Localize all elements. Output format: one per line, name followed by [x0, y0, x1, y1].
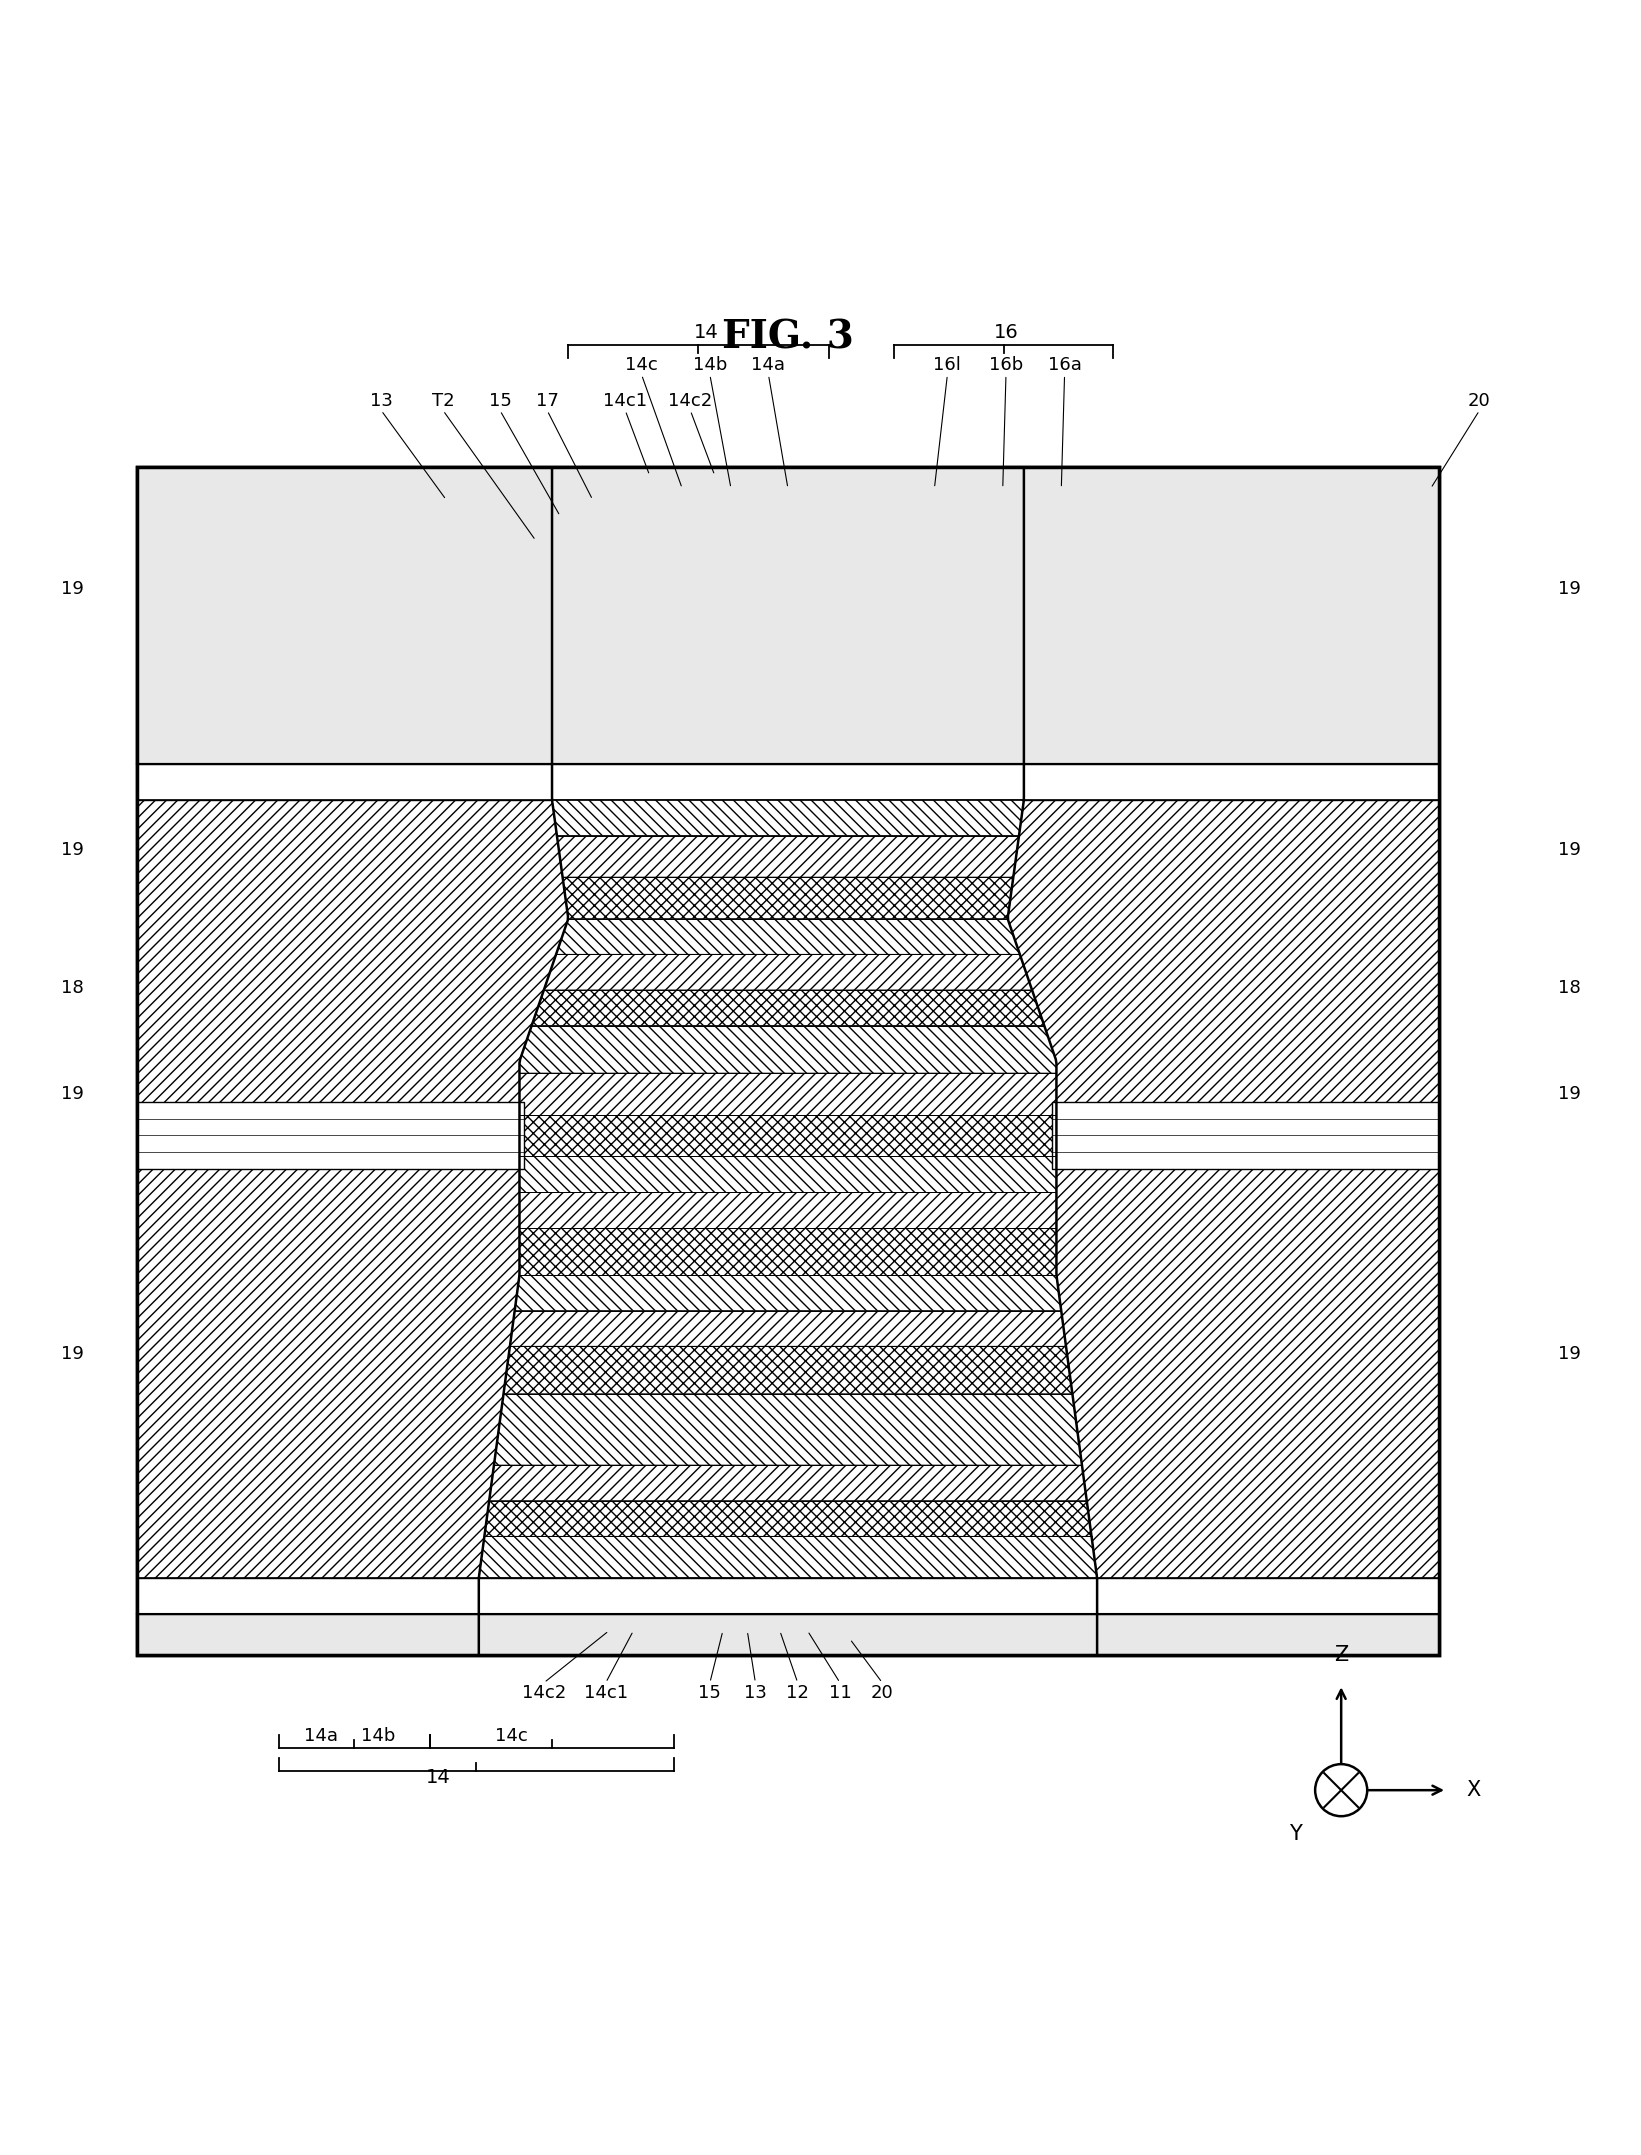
- Text: 19: 19: [1557, 840, 1580, 858]
- Text: T2: T2: [432, 392, 455, 409]
- Polygon shape: [484, 1500, 1091, 1537]
- Text: 14c1: 14c1: [584, 1683, 629, 1702]
- Polygon shape: [479, 1537, 1098, 1577]
- Polygon shape: [551, 800, 1024, 836]
- Text: 14c1: 14c1: [604, 392, 647, 409]
- Text: 13: 13: [369, 392, 392, 409]
- Polygon shape: [1008, 468, 1439, 1655]
- Text: 17: 17: [535, 392, 558, 409]
- Polygon shape: [520, 1073, 1057, 1114]
- Text: 15: 15: [699, 1683, 722, 1702]
- Polygon shape: [520, 1192, 1057, 1228]
- Text: 16a: 16a: [1047, 356, 1081, 373]
- Text: 14c2: 14c2: [522, 1683, 566, 1702]
- Text: 16: 16: [993, 323, 1019, 343]
- Text: 19: 19: [1557, 1084, 1580, 1103]
- Text: 16b: 16b: [990, 356, 1022, 373]
- Polygon shape: [563, 877, 1012, 918]
- Text: 14a: 14a: [304, 1728, 338, 1746]
- Text: 13: 13: [743, 1683, 766, 1702]
- Polygon shape: [556, 918, 1019, 955]
- Text: Y: Y: [1290, 1825, 1301, 1845]
- Bar: [138, 765, 1439, 800]
- Bar: [138, 468, 1439, 1655]
- Polygon shape: [556, 836, 1019, 877]
- Polygon shape: [520, 1228, 1057, 1276]
- Bar: [138, 468, 1439, 765]
- Polygon shape: [504, 1347, 1072, 1394]
- Text: 18: 18: [61, 978, 84, 998]
- Text: 14a: 14a: [752, 356, 786, 373]
- Text: 19: 19: [61, 840, 84, 858]
- Text: 18: 18: [1557, 978, 1580, 998]
- Polygon shape: [138, 468, 568, 1655]
- Text: 14: 14: [425, 1767, 451, 1786]
- Text: 11: 11: [829, 1683, 852, 1702]
- Polygon shape: [532, 989, 1044, 1026]
- Bar: [138, 1577, 1439, 1614]
- Bar: [1052, 1101, 1439, 1170]
- Polygon shape: [520, 1114, 1057, 1157]
- Circle shape: [1314, 1765, 1367, 1817]
- Polygon shape: [510, 1310, 1067, 1347]
- Polygon shape: [520, 1157, 1057, 1192]
- Polygon shape: [543, 955, 1032, 989]
- Text: X: X: [1467, 1780, 1480, 1799]
- Text: 14b: 14b: [693, 356, 727, 373]
- Text: 14c: 14c: [625, 356, 658, 373]
- Text: 19: 19: [1557, 1345, 1580, 1364]
- Text: 19: 19: [1557, 580, 1580, 599]
- Text: 14: 14: [694, 323, 719, 343]
- Text: Z: Z: [1334, 1644, 1349, 1666]
- Text: 14c2: 14c2: [668, 392, 712, 409]
- Text: 19: 19: [61, 1084, 84, 1103]
- Polygon shape: [515, 1276, 1062, 1310]
- Text: 19: 19: [61, 1345, 84, 1364]
- Text: 15: 15: [489, 392, 512, 409]
- Text: 12: 12: [786, 1683, 809, 1702]
- Polygon shape: [520, 1026, 1057, 1073]
- Text: 19: 19: [61, 580, 84, 599]
- Bar: [138, 1614, 1439, 1655]
- Text: 14c: 14c: [496, 1728, 528, 1746]
- Polygon shape: [489, 1465, 1086, 1500]
- Bar: [138, 1101, 525, 1170]
- Text: 20: 20: [1469, 392, 1492, 409]
- Text: FIG. 3: FIG. 3: [722, 319, 853, 356]
- Text: 14b: 14b: [361, 1728, 395, 1746]
- Text: 20: 20: [871, 1683, 894, 1702]
- Text: 16l: 16l: [934, 356, 962, 373]
- Polygon shape: [494, 1394, 1081, 1465]
- Bar: [138, 468, 1439, 1655]
